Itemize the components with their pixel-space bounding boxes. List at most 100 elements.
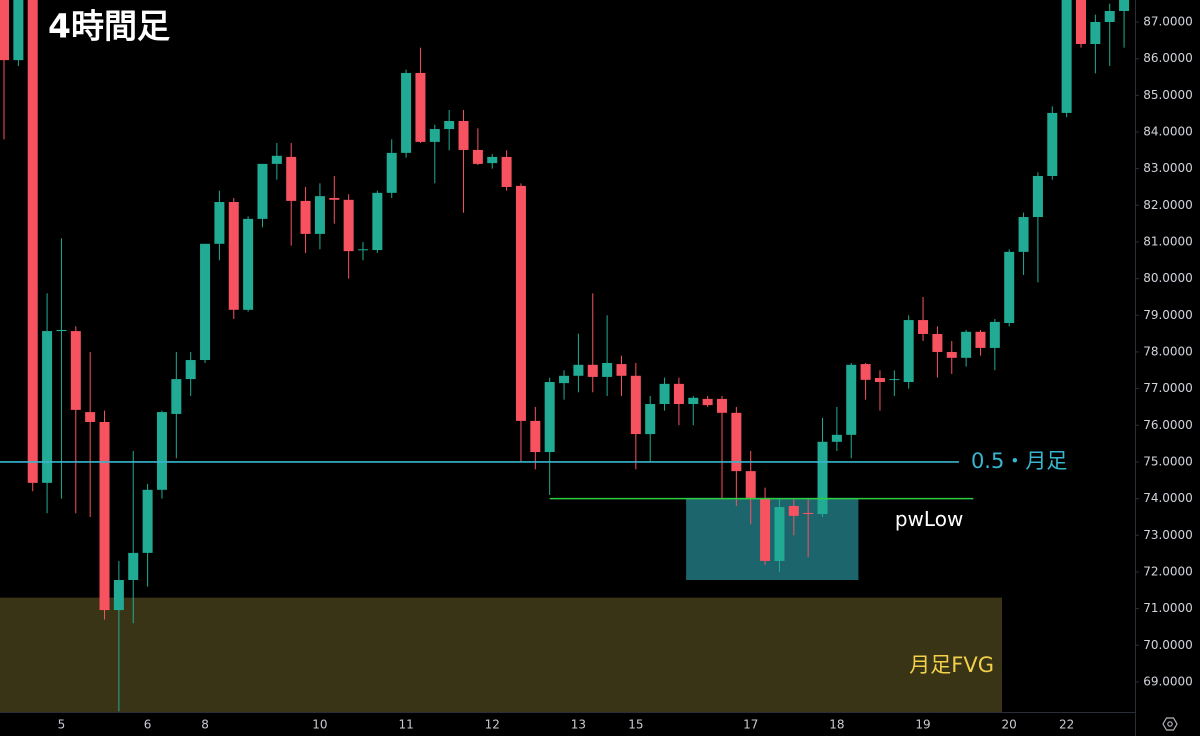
y-tick-label: 85.0000 <box>1143 88 1193 102</box>
candle-body <box>544 382 555 453</box>
candle-body <box>745 471 756 498</box>
candle-body <box>587 364 598 377</box>
candle-body <box>401 72 412 153</box>
zone <box>0 597 1003 712</box>
candle-body <box>946 351 957 358</box>
candle-body <box>1104 10 1115 22</box>
candle-body <box>386 152 397 193</box>
candle-body <box>487 156 498 164</box>
candle-body <box>515 185 526 421</box>
x-tick-label: 8 <box>201 718 209 732</box>
candle-body <box>717 398 727 413</box>
y-tick-label: 81.0000 <box>1143 234 1193 248</box>
candle-body <box>788 505 799 516</box>
zone-label: 月足FVG <box>909 653 994 677</box>
x-tick-label: 12 <box>485 718 500 732</box>
x-tick-label: 17 <box>743 718 758 732</box>
candle-body <box>243 218 254 310</box>
candle-body <box>372 192 383 251</box>
candle-body <box>472 149 483 164</box>
level-label: 0.5・月足 <box>971 449 1067 473</box>
candle-body <box>1047 112 1058 176</box>
candle-body <box>444 120 455 130</box>
candle-body <box>774 507 785 561</box>
x-tick-label: 15 <box>628 718 643 732</box>
candle-body <box>343 199 354 252</box>
candle-body <box>688 397 699 405</box>
candle-body <box>1090 21 1101 44</box>
candle-body <box>13 0 24 61</box>
y-tick-label: 86.0000 <box>1143 51 1193 65</box>
candle-body <box>156 412 167 490</box>
candle-body <box>257 163 268 219</box>
settings-hexagon <box>1162 717 1178 731</box>
y-tick-label: 83.0000 <box>1143 161 1193 175</box>
x-tick-label: 5 <box>58 718 66 732</box>
level-label: pwLow <box>895 507 963 531</box>
candle-body <box>300 200 311 234</box>
y-tick-label: 76.0000 <box>1143 418 1193 432</box>
y-tick-label: 77.0000 <box>1143 381 1193 395</box>
candle-body <box>602 362 613 377</box>
candle-body <box>975 331 986 348</box>
candle-body <box>903 320 914 383</box>
y-tick-label: 70.0000 <box>1143 638 1193 652</box>
settings-dot <box>1167 721 1173 727</box>
candles <box>0 0 1130 712</box>
x-tick-label: 11 <box>398 718 413 732</box>
candle-body <box>961 331 972 358</box>
candle-body <box>989 321 1000 348</box>
candle-body <box>142 489 153 553</box>
y-tick-label: 75.0000 <box>1143 454 1193 468</box>
y-tick-label: 84.0000 <box>1143 124 1193 138</box>
candle-body <box>329 197 340 200</box>
settings-icon[interactable] <box>1162 717 1178 731</box>
x-tick-label: 6 <box>144 718 152 732</box>
y-tick-label: 79.0000 <box>1143 308 1193 322</box>
y-tick-label: 82.0000 <box>1143 198 1193 212</box>
y-tick-label: 73.0000 <box>1143 528 1193 542</box>
levels: 0.5・月足 pwLow <box>0 449 1067 531</box>
candle-body <box>358 249 368 251</box>
candle-body <box>1018 217 1029 252</box>
candle-body <box>731 412 742 472</box>
candle-body <box>1032 175 1043 218</box>
candle-body <box>659 383 670 405</box>
candle-body <box>1119 0 1130 11</box>
candle-body <box>271 155 282 164</box>
candle-body <box>530 420 541 453</box>
candle-body <box>803 512 814 515</box>
x-tick-label: 10 <box>312 718 327 732</box>
candle-body <box>616 364 627 376</box>
candle-body <box>1004 251 1015 324</box>
candle-body <box>200 243 211 361</box>
zones: 月足FVG <box>0 497 1003 712</box>
candle-body <box>113 580 124 611</box>
candle-body <box>501 156 512 187</box>
candle-body <box>860 364 871 380</box>
zone <box>686 497 859 581</box>
candle-body <box>702 398 713 406</box>
candle-body <box>1061 0 1072 113</box>
candle-body <box>99 421 110 611</box>
candle-body <box>630 375 641 435</box>
candle-body <box>573 364 584 376</box>
x-tick-label: 18 <box>829 718 844 732</box>
candle-body <box>817 441 828 515</box>
axes: 69.0000 70.0000 71.0000 72.0000 73.0000 74.00… <box>58 14 1193 731</box>
candle-body <box>760 497 771 561</box>
x-tick-label: 20 <box>1002 718 1017 732</box>
candle-body <box>645 404 656 435</box>
candle-body <box>42 331 53 483</box>
candle-body <box>128 552 139 581</box>
candle-body <box>831 434 842 442</box>
y-tick-label: 78.0000 <box>1143 344 1193 358</box>
candle-body <box>27 0 38 483</box>
candle-body <box>70 331 81 410</box>
candle-body <box>458 120 469 150</box>
y-tick-label: 74.0000 <box>1143 491 1193 505</box>
candle-body <box>1076 0 1086 44</box>
candle-body <box>171 379 182 414</box>
x-tick-label: 13 <box>571 718 586 732</box>
